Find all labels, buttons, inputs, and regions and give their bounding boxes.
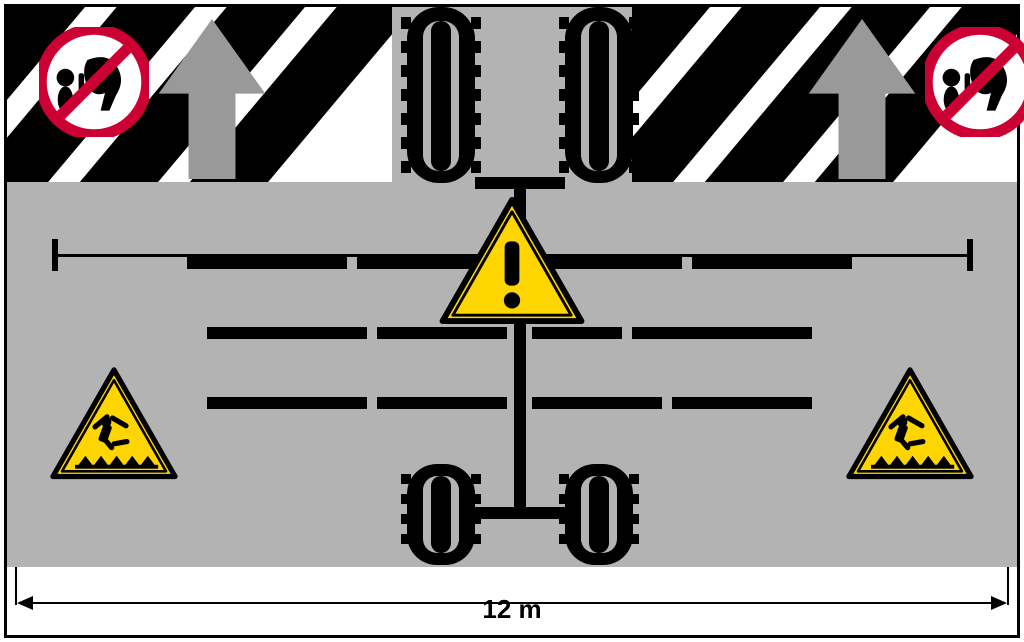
diagram-frame: 12 m bbox=[4, 4, 1020, 638]
boom-bar bbox=[207, 327, 367, 339]
boom-bar bbox=[672, 397, 812, 409]
rotating-parts-sign-left bbox=[49, 367, 179, 482]
boom-bar bbox=[377, 327, 507, 339]
hitch-bar bbox=[475, 177, 565, 189]
tractor-wheel-front-right bbox=[559, 7, 639, 187]
boom-bar bbox=[632, 327, 812, 339]
boom-bar bbox=[532, 397, 662, 409]
implement-wheel-left bbox=[401, 462, 481, 567]
direction-arrow-right bbox=[807, 19, 917, 179]
caution-sign-center bbox=[437, 197, 587, 327]
tractor-wheel-front-left bbox=[401, 7, 481, 187]
dimension-label: 12 m bbox=[7, 594, 1017, 625]
boom-bar bbox=[377, 397, 507, 409]
no-access-sign-left bbox=[39, 27, 149, 137]
boom-bar bbox=[692, 257, 852, 269]
boom-bar bbox=[532, 327, 622, 339]
rotating-parts-sign-right bbox=[845, 367, 975, 482]
span-cap-right bbox=[967, 239, 973, 271]
direction-arrow-left bbox=[157, 19, 267, 179]
no-access-sign-right bbox=[925, 27, 1024, 137]
boom-bar bbox=[187, 257, 347, 269]
implement-wheel-right bbox=[559, 462, 639, 567]
boom-bar bbox=[207, 397, 367, 409]
span-cap-left bbox=[52, 239, 58, 271]
